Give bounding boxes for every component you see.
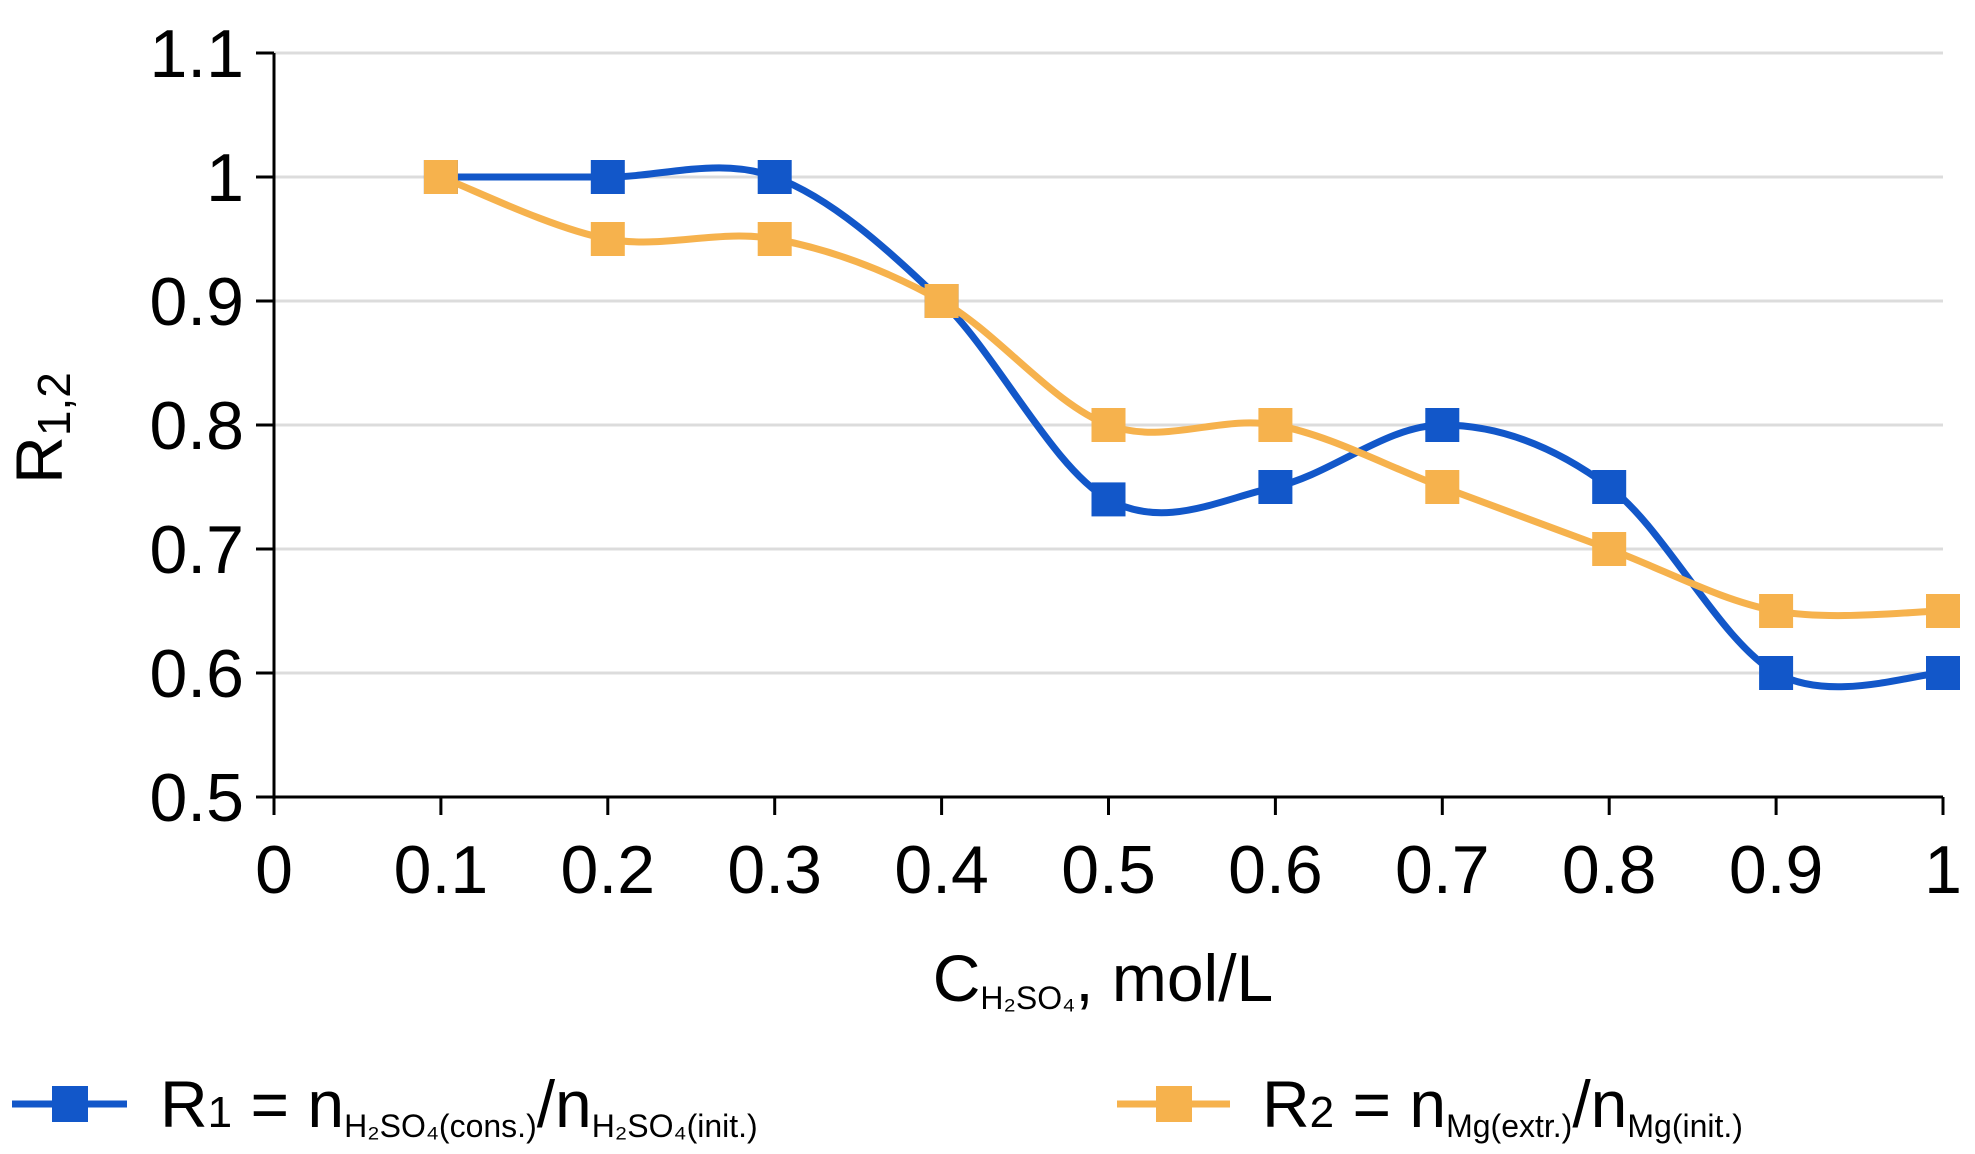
y-tick-label-3: 0.8 (149, 388, 244, 464)
y-tick-label-2: 0.7 (149, 512, 244, 588)
y-tick-label-6: 1.1 (149, 16, 244, 92)
series-r2-point-3 (924, 284, 959, 318)
x-tick-label-0: 0 (255, 832, 293, 908)
x-tick-label-3: 0.3 (727, 832, 822, 908)
legend-r2-eq: = n (1334, 1067, 1446, 1141)
x-tick-label-10: 1 (1924, 832, 1962, 908)
legend-r2-index: 2 (1310, 1088, 1334, 1137)
legend: R1 = nH₂SO₄(cons.)/nH₂SO₄(init.) R2 = nM… (12, 1067, 1743, 1144)
x-tick-label-1: 0.1 (394, 832, 489, 908)
legend-r1-index: 1 (208, 1088, 232, 1137)
x-tick-label-8: 0.8 (1562, 832, 1657, 908)
series-r2-line (437, 173, 1947, 620)
legend-r2-slash: /n (1572, 1067, 1627, 1141)
axes-layer (256, 51, 1945, 815)
legend-r1-label: R1 = nH₂SO₄(cons.)/nH₂SO₄(init.) (160, 1067, 758, 1144)
series-r1-point-8 (1759, 656, 1794, 690)
x-tick-label-2: 0.2 (561, 832, 656, 908)
y-tick-label-0: 0.5 (149, 760, 244, 836)
legend-r2-den-sub: Mg(init.) (1627, 1108, 1743, 1144)
legend-r1-marker (52, 1086, 88, 1122)
series-r1-point-5 (1258, 470, 1293, 504)
series-r2-point-1 (590, 222, 625, 256)
series-r1-point-4 (1091, 482, 1126, 517)
legend-r2-label: R2 = nMg(extr.)/nMg(init.) (1262, 1067, 1743, 1144)
legend-r1-slash: /n (537, 1067, 592, 1141)
series-r1-point-1 (590, 160, 625, 194)
y-axis-title-main: R (2, 436, 76, 484)
series-r2-point-0 (423, 160, 458, 194)
x-tick-label-4: 0.4 (894, 832, 989, 908)
series-r1-point-9 (1926, 656, 1960, 690)
x-axis-title: CH₂SO₄, mol/L (933, 941, 1274, 1016)
series-r2-point-5 (1258, 408, 1293, 442)
y-axis-title: R1,2 (2, 372, 80, 484)
legend-item-r1: R1 = nH₂SO₄(cons.)/nH₂SO₄(init.) (12, 1067, 758, 1144)
legend-r2-num-sub: Mg(extr.) (1446, 1108, 1572, 1144)
series-r1-point-6 (1425, 408, 1460, 442)
series-r2-point-2 (757, 222, 792, 256)
series-r1-point-7 (1592, 470, 1627, 504)
tick-labels: 0.5 0.6 0.7 0.8 0.9 1 1.1 0 0.1 0.2 0.3 0.4 0.5 0.6 0.… (149, 16, 1961, 908)
x-axis-title-sub: H₂SO₄ (980, 980, 1075, 1016)
legend-r1-main: R (160, 1067, 208, 1141)
legend-r1-num-sub: H₂SO₄(cons.) (344, 1108, 537, 1144)
x-axis-title-tail: , mol/L (1075, 941, 1273, 1015)
series-r2-point-9 (1926, 594, 1960, 628)
y-tick-label-5: 1 (206, 140, 244, 216)
x-tick-label-9: 0.9 (1729, 832, 1824, 908)
series-r2-point-6 (1425, 470, 1460, 504)
x-tick-label-6: 0.6 (1228, 832, 1323, 908)
legend-item-r2: R2 = nMg(extr.)/nMg(init.) (1117, 1067, 1743, 1144)
series-r1-line (437, 164, 1947, 691)
series-r2-point-8 (1759, 594, 1794, 628)
series-r1-point-2 (757, 160, 792, 194)
legend-r1-den-sub: H₂SO₄(init.) (592, 1108, 758, 1144)
series-r2-point-4 (1091, 408, 1126, 442)
legend-r2-main: R (1262, 1067, 1310, 1141)
legend-r2-marker (1156, 1086, 1192, 1122)
x-tick-label-5: 0.5 (1061, 832, 1156, 908)
series-r2-point-7 (1592, 532, 1627, 566)
series-r2 (423, 160, 1960, 628)
x-axis-title-main: C (933, 941, 981, 1015)
y-tick-label-4: 0.9 (149, 264, 244, 340)
series-layer (423, 160, 1960, 691)
y-axis-title-sub: 1,2 (28, 372, 80, 436)
x-tick-label-7: 0.7 (1395, 832, 1490, 908)
y-tick-label-1: 0.6 (149, 636, 244, 712)
legend-r1-eq: = n (232, 1067, 344, 1141)
